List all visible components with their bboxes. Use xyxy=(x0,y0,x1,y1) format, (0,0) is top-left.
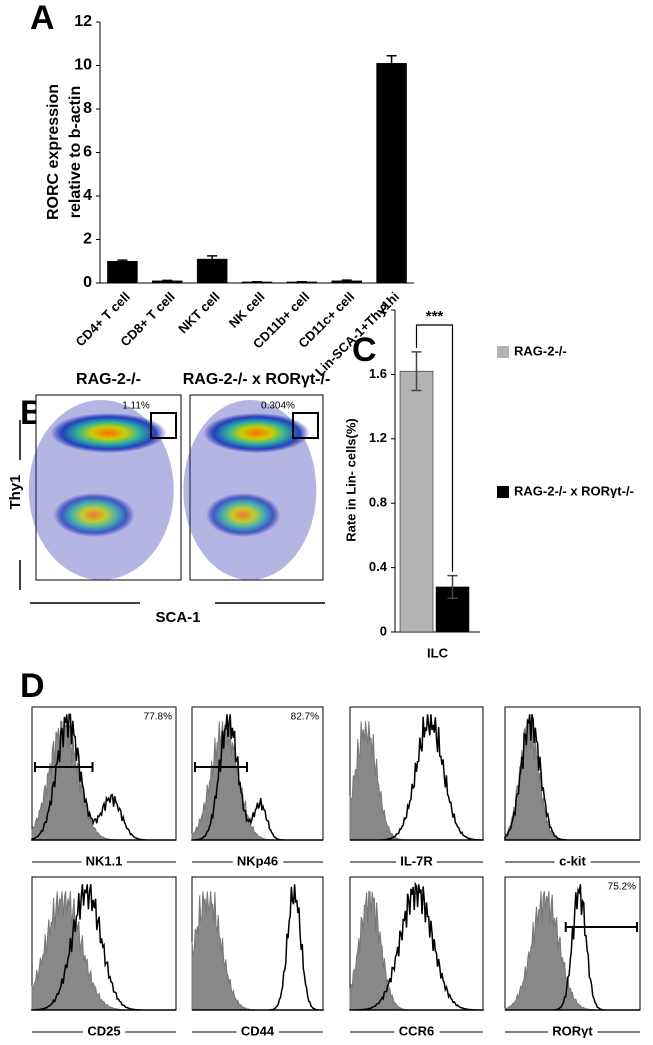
plot-title: RAG-2-/- xyxy=(76,371,141,388)
stain-histogram xyxy=(349,881,484,1011)
panel-label: A xyxy=(30,0,55,37)
legend-label: RAG-2-/- x RORγt-/- xyxy=(514,483,634,498)
y-axis-label: RORC expression xyxy=(45,84,62,220)
gate xyxy=(150,412,177,439)
y-tick-label: 2 xyxy=(83,231,92,248)
y-tick-label: 12 xyxy=(74,13,92,30)
y-tick-label: 6 xyxy=(83,144,92,161)
bar xyxy=(376,63,407,284)
density-cloud xyxy=(50,413,167,453)
stain-histogram xyxy=(31,713,176,841)
error-bar xyxy=(341,279,352,283)
y-tick-label: 1.2 xyxy=(369,430,387,445)
y-tick-label: 0.4 xyxy=(369,559,388,574)
panel-label: C xyxy=(352,331,377,369)
x-axis-label: SCA-1 xyxy=(155,609,200,626)
y-axis-label: relative to b-actin xyxy=(67,86,84,218)
gate-label: 77.8% xyxy=(144,712,172,723)
gate-label: 75.2% xyxy=(608,882,636,893)
annotation: *** xyxy=(426,308,444,325)
legend-swatch xyxy=(497,486,509,498)
density-cloud xyxy=(205,493,281,537)
y-tick-label: 0 xyxy=(380,623,387,638)
gate-label: 0.304% xyxy=(261,401,295,412)
y-tick-label: 0.8 xyxy=(369,495,387,510)
stain-histogram xyxy=(505,884,640,1011)
y-tick-label: 1.6 xyxy=(369,366,387,381)
marker-label: CD44 xyxy=(241,1023,275,1038)
stain-histogram xyxy=(192,884,324,1011)
marker-label: IL-7R xyxy=(400,853,433,868)
gate xyxy=(194,762,249,772)
panel-label: D xyxy=(20,667,45,705)
marker-label: c-kit xyxy=(559,853,586,868)
density-cloud xyxy=(53,493,135,537)
legend-swatch xyxy=(497,346,509,358)
plot-title: RAG-2-/- x RORγt-/- xyxy=(183,371,331,388)
marker-label: NKp46 xyxy=(237,853,278,868)
y-axis-label: Thy1 xyxy=(7,474,24,509)
significance-bracket xyxy=(415,324,454,572)
stain-histogram xyxy=(31,884,176,1011)
marker-label: CCR6 xyxy=(399,1023,434,1038)
marker-label: NK1.1 xyxy=(86,853,123,868)
gate xyxy=(564,922,638,932)
density-cloud xyxy=(203,413,310,453)
error-bar xyxy=(447,574,458,599)
gate-label: 82.7% xyxy=(291,712,319,723)
error-bar xyxy=(386,54,397,72)
x-tick-label: ILC xyxy=(427,645,449,660)
marker-label: RORγt xyxy=(552,1023,593,1038)
error-bar xyxy=(411,351,422,392)
gate xyxy=(292,412,319,439)
bar xyxy=(107,261,138,284)
axis-decoration xyxy=(19,420,325,604)
y-tick-label: 4 xyxy=(83,187,92,204)
y-tick-label: 2 xyxy=(380,301,387,316)
x-tick-label: NKT cell xyxy=(175,289,222,336)
error-bar xyxy=(162,279,173,283)
error-bar xyxy=(207,255,218,264)
legend-label: RAG-2-/- xyxy=(514,343,567,358)
y-tick-label: 8 xyxy=(83,100,92,117)
stain-histogram xyxy=(504,714,640,841)
marker-label: CD25 xyxy=(87,1023,120,1038)
stain-histogram xyxy=(350,714,484,841)
gate-label: 1.11% xyxy=(122,401,150,412)
y-tick-label: 10 xyxy=(74,57,92,74)
y-axis-label: Rate in Lin- cells(%) xyxy=(343,418,358,542)
y-tick-label: 0 xyxy=(83,274,92,291)
x-tick-label: NK cell xyxy=(226,289,268,331)
gate xyxy=(34,762,94,772)
bar xyxy=(399,370,434,633)
stain-histogram xyxy=(191,714,323,841)
error-bar xyxy=(117,259,128,264)
